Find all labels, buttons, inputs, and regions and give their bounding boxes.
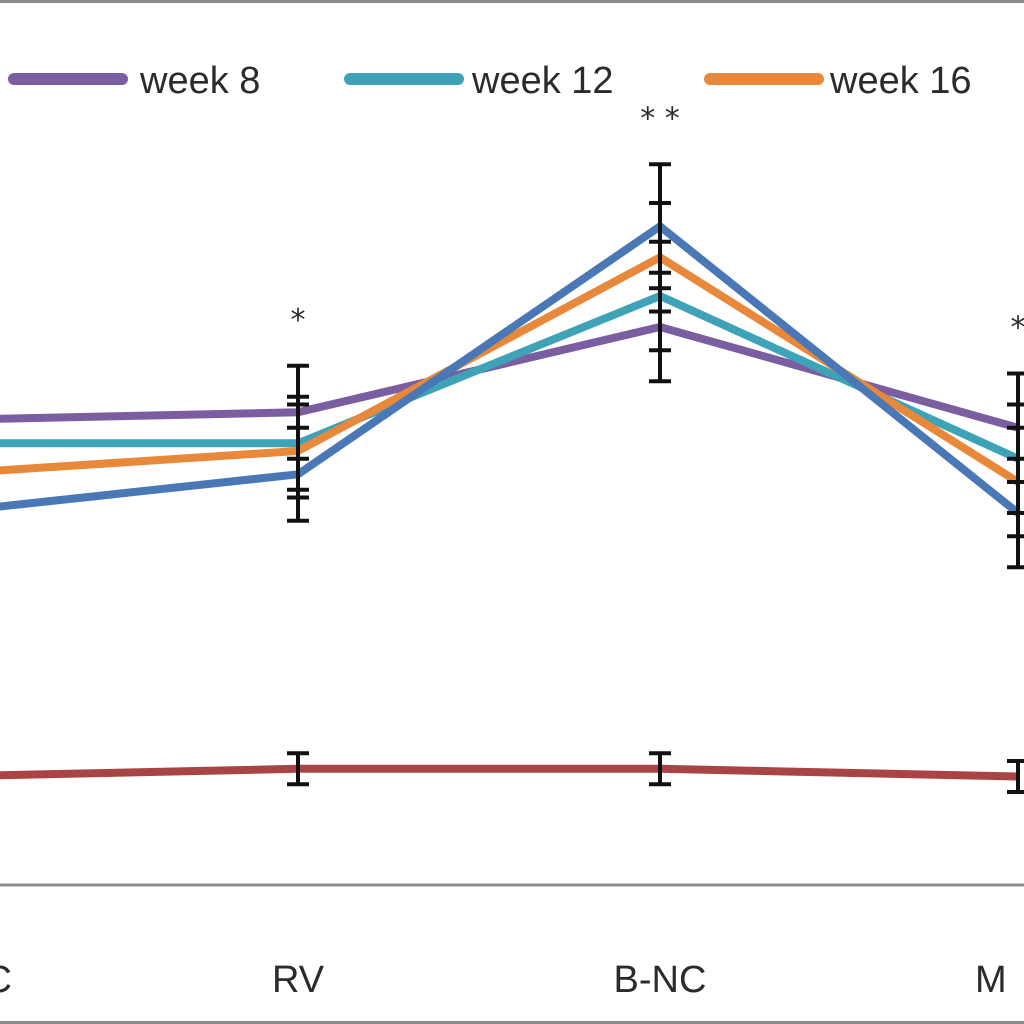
x-tick-label: B-NC <box>614 959 707 1001</box>
series-line-3 <box>0 252 1021 486</box>
x-tick-label: M <box>975 959 1007 1001</box>
legend-entry: week 16 <box>704 60 972 102</box>
series-line-4 <box>0 221 1021 517</box>
x-tick-label: RV <box>272 959 325 1001</box>
legend-entry: week 8 <box>8 60 260 102</box>
error-bar <box>1007 759 1024 794</box>
series-line-5 <box>0 764 1019 781</box>
legend-label: week 16 <box>829 60 972 102</box>
legend-label: week 12 <box>471 60 614 102</box>
significance-markers: * * * * <box>291 101 1024 345</box>
error-bar <box>649 162 671 291</box>
error-bar <box>1007 456 1024 570</box>
series-line-2 <box>0 291 1020 463</box>
error-bar <box>287 425 309 523</box>
x-tick-labels: C RV B-NC M <box>0 959 1007 1001</box>
error-bar <box>649 751 671 787</box>
legend: week 8 week 12 week 16 <box>8 60 972 102</box>
significance-marker: * <box>1011 311 1024 346</box>
legend-entry: week 12 <box>344 60 614 102</box>
series-layer <box>0 221 1021 781</box>
x-tick-label: C <box>0 959 12 1001</box>
error-bar <box>287 751 309 787</box>
significance-marker: * * <box>640 101 680 136</box>
error-bars <box>287 162 1024 794</box>
significance-marker: * <box>291 303 306 338</box>
legend-label: week 8 <box>139 60 260 102</box>
